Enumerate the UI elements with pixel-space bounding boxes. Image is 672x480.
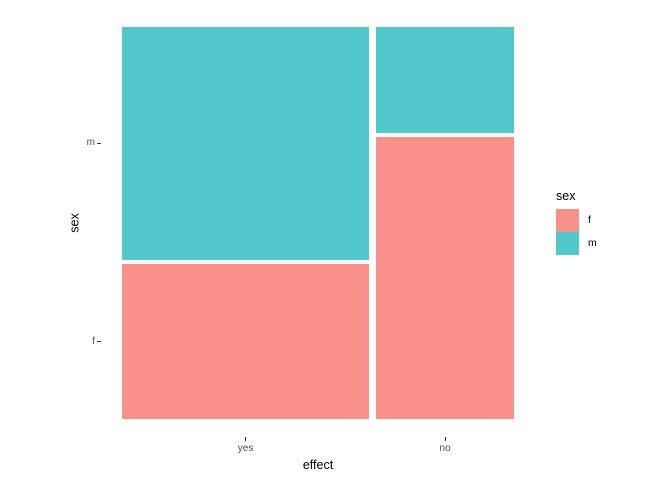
- legend-item-f: f: [554, 209, 597, 232]
- legend-swatch-m: [556, 232, 579, 255]
- y-tick-label-m: m: [86, 137, 95, 149]
- x-axis-tick-no: [444, 436, 446, 441]
- legend-label-m: m: [588, 237, 597, 249]
- mosaic-tile-yes-m: [122, 27, 370, 260]
- legend-label-f: f: [588, 214, 591, 226]
- legend-title: sex: [556, 189, 576, 203]
- x-tick-label-yes: yes: [237, 442, 254, 454]
- y-tick-label-f: f: [92, 335, 95, 347]
- x-axis-tick-yes: [245, 436, 247, 441]
- mosaic-tile-no-f: [376, 137, 514, 419]
- legend-item-m: m: [554, 232, 597, 255]
- y-axis-tick-f: [96, 341, 101, 342]
- y-axis-tick-m: [96, 142, 101, 144]
- mosaic-tile-yes-f: [122, 264, 370, 419]
- y-axis-title: sex: [67, 213, 82, 233]
- x-axis-title: effect: [302, 458, 334, 472]
- mosaic-tile-no-m: [376, 27, 514, 133]
- legend-swatch-f: [556, 209, 579, 232]
- x-tick-label-no: no: [439, 442, 451, 454]
